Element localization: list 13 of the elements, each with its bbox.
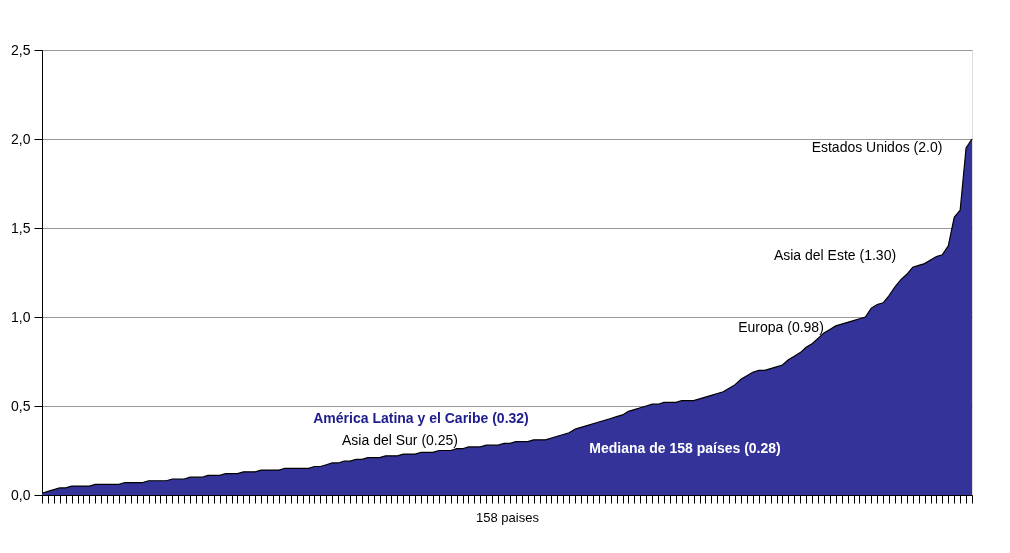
y-tick-label: 2,0 (11, 130, 31, 147)
annotation: Asia del Sur (0.25) (342, 432, 458, 448)
y-tick-label: 1,0 (11, 308, 31, 325)
annotation: Asia del Este (1.30) (773, 247, 897, 263)
annotation: Europa (0.98) (738, 319, 824, 335)
y-tick-label: 0,0 (11, 486, 31, 503)
y-tick-label: 0,5 (11, 397, 31, 414)
annotation: Estados Unidos (2.0) (811, 139, 943, 155)
y-tick-label: 1,5 (11, 219, 31, 236)
annotation: Mediana de 158 países (0.28) (589, 440, 781, 456)
y-tick-label: 2,5 (11, 41, 31, 58)
annotation: América Latina y el Caribe (0.32) (313, 410, 529, 426)
x-axis-title: 158 paises (476, 510, 540, 525)
